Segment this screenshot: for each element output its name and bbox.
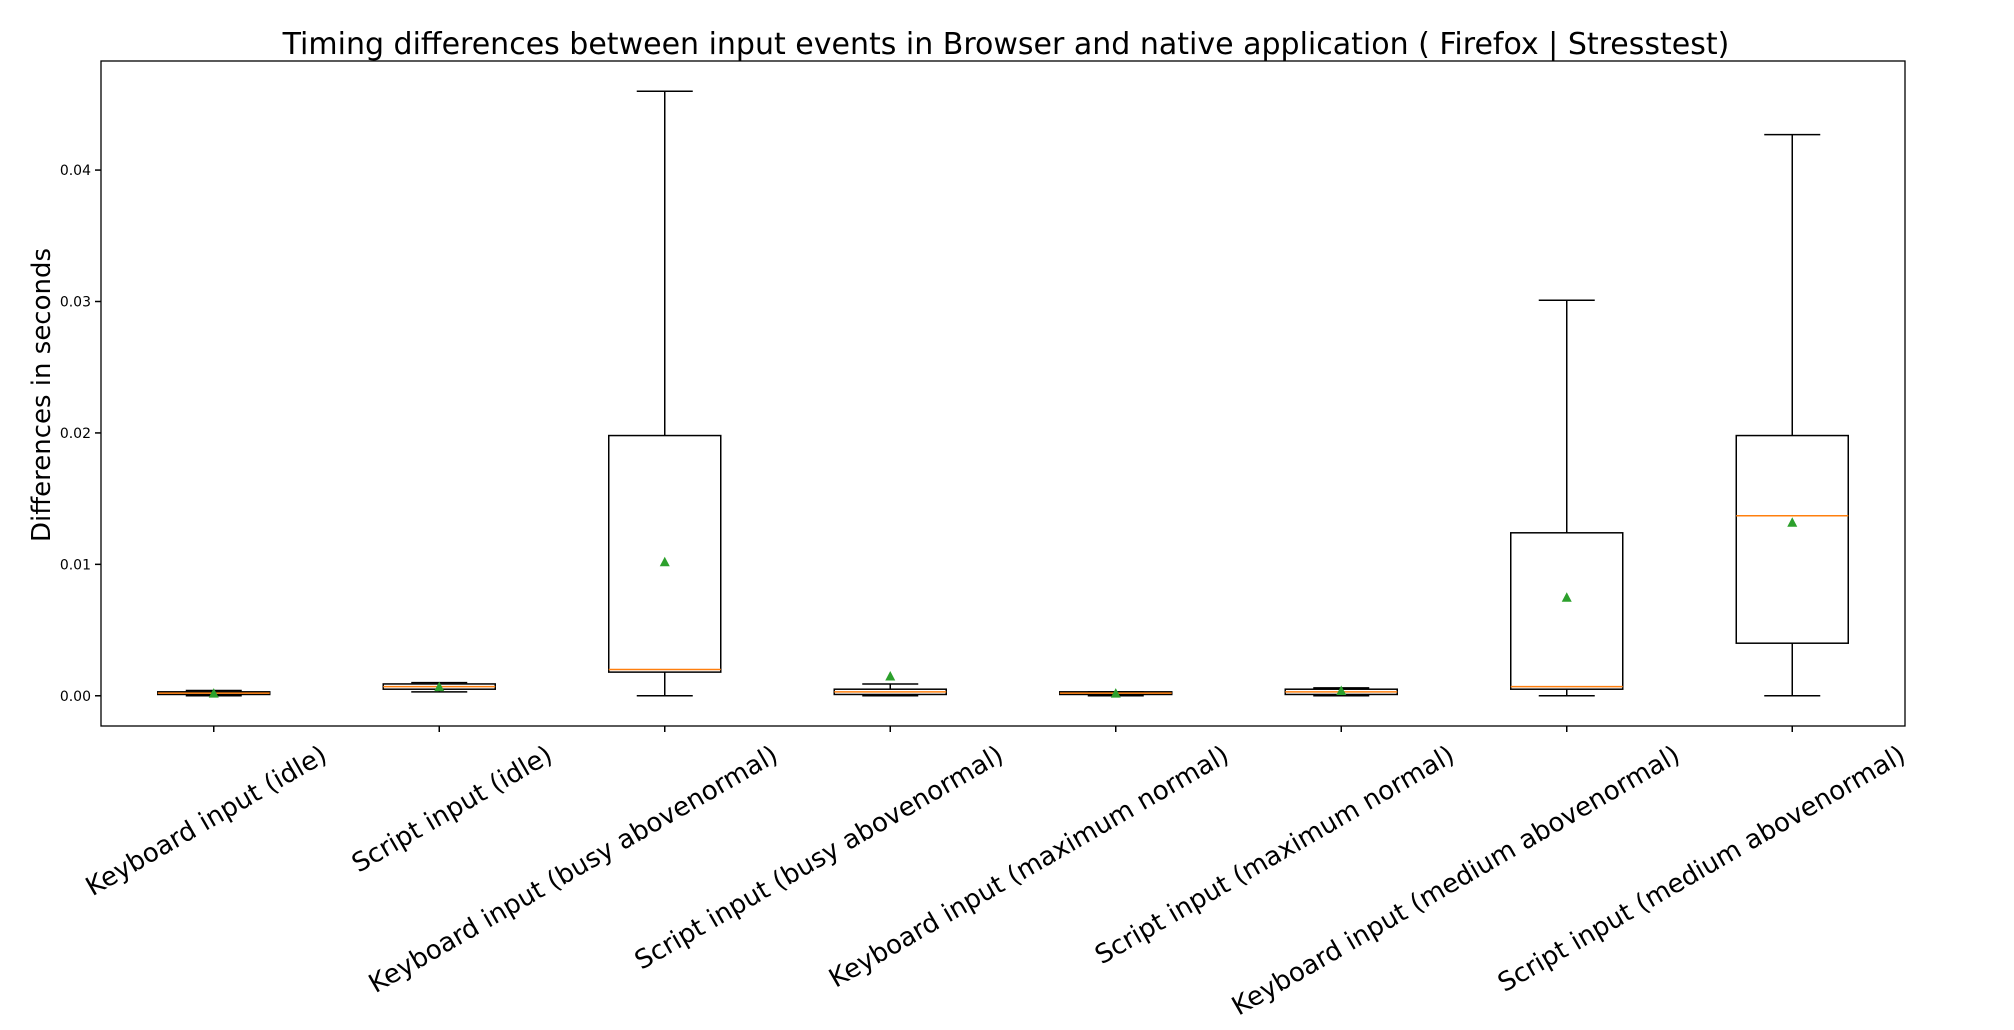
y-axis-label: Differences in seconds (27, 248, 57, 542)
x-tick-label: Script input (busy abovenormal) (630, 740, 1009, 976)
x-tick-label: Keyboard input (maximum normal) (824, 740, 1234, 994)
x-tick-label: Keyboard input (medium abovenormal) (1227, 740, 1685, 1022)
mean-marker (434, 681, 445, 692)
x-tick-label: Script input (maximum normal) (1090, 740, 1460, 971)
box (1735, 434, 1849, 644)
plot-frame (100, 60, 1906, 727)
y-tick-label: 0.01 (60, 557, 91, 573)
x-tick-label: Keyboard input (busy abovenormal) (364, 740, 783, 999)
y-tick-label: 0.02 (60, 426, 91, 442)
x-tick-label: Script input (idle) (347, 740, 558, 879)
y-tick-label: 0.03 (60, 295, 91, 311)
box (608, 434, 722, 673)
mean-marker (1561, 592, 1572, 602)
x-tick-label: Keyboard input (idle) (81, 740, 332, 902)
box (1510, 532, 1624, 690)
mean-marker (208, 688, 219, 698)
plot-area: 0.00 0.01 0.02 0.03 0.04 Keyboard input (idle… (60, 90, 1911, 1022)
y-tick-label: 0.04 (60, 163, 91, 179)
chart-title: Timing differences between input events … (282, 27, 1730, 62)
mean-marker (1787, 517, 1798, 527)
mean-marker (659, 556, 670, 567)
mean-marker (885, 671, 896, 681)
mean-marker (1336, 685, 1347, 696)
x-tick-label: Script input (medium abovenormal) (1493, 740, 1911, 999)
y-tick-label: 0.00 (60, 689, 91, 705)
mean-marker (1110, 688, 1121, 698)
